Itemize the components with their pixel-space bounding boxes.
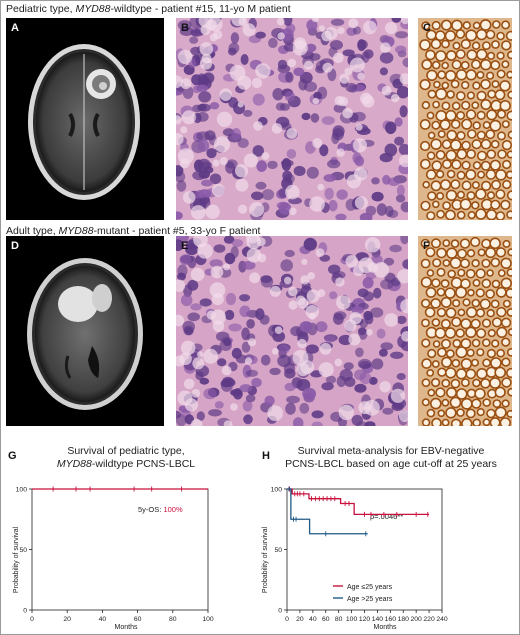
chart-h-legend: Age ≤25 years Age >25 years [333, 584, 393, 603]
chart-h-survival-meta: Survival meta-analysis for EBV-negative … [262, 445, 497, 631]
chart-h-plot-frame [286, 488, 443, 611]
chart-h-xtick-label: 60 [322, 616, 330, 623]
chart-h-xtick-label: 200 [410, 616, 422, 623]
chart-g-xtick-label: 20 [63, 616, 71, 623]
panel-f-label: F [423, 240, 430, 252]
chart-h-series-1-line [287, 488, 368, 535]
chart-g-ytick-label: 100 [16, 487, 28, 494]
chart-h-pvalue: p=.0046** [370, 512, 403, 521]
panel-c-label: C [423, 22, 431, 34]
chart-g-ytick-label: 0 [23, 608, 27, 615]
row2-title: Adult type, MYD88-mutant - patient #5, 3… [6, 225, 261, 237]
chart-h-xtick-label: 20 [296, 616, 304, 623]
chart-g-ylabel: Probability of survival [13, 526, 20, 593]
chart-h-xtick-label: 180 [398, 616, 410, 623]
chart-h-xtick-label: 140 [372, 616, 384, 623]
panel-d-label: D [11, 240, 19, 252]
panel-a-mri: A [6, 18, 164, 220]
panel-g-label: G [8, 450, 17, 462]
mri-brain-axial-a [28, 44, 140, 200]
panel-f-ihc-stain: F [418, 236, 512, 426]
panel-b-he-stain: B [176, 18, 408, 220]
panel-b-label: B [181, 22, 189, 34]
ihc-cells-f [418, 236, 512, 426]
chart-h-xtick-label: 220 [423, 616, 435, 623]
chart-h-xlabel: Months [374, 624, 397, 631]
panel-a-label: A [11, 22, 19, 34]
chart-g-title-line2: MYD88-wildtype PCNS-LBCL [57, 458, 195, 470]
panel-e-label: E [181, 240, 189, 252]
chart-g-survival-pediatric: Survival of pediatric type, MYD88-wildty… [13, 445, 214, 631]
chart-h-xtick-label: 100 [346, 616, 358, 623]
he-cells-e [176, 236, 408, 426]
chart-h-xtick-label: 240 [436, 616, 448, 623]
chart-g-xtick-label: 40 [99, 616, 107, 623]
legend-label-age-gt25: Age >25 years [347, 596, 393, 603]
chart-h-title-line2: PCNS-LBCL based on age cut-off at 25 yea… [285, 458, 497, 470]
chart-g-ytick-label: 50 [19, 547, 27, 554]
chart-h-xtick-label: 0 [285, 616, 289, 623]
chart-g-xlabel: Months [115, 624, 138, 631]
row1-title: Pediatric type, MYD88-wildtype - patient… [6, 3, 291, 15]
chart-h-xtick-label: 160 [385, 616, 397, 623]
panel-c-ihc-stain: C [418, 18, 512, 220]
chart-h-xtick-label: 40 [309, 616, 317, 623]
panel-e-he-stain: E [176, 236, 408, 426]
chart-g-xtick-label: 100 [202, 616, 214, 623]
he-cells-b [176, 18, 408, 220]
ihc-cells-c [418, 18, 512, 220]
chart-g-xtick-label: 60 [134, 616, 142, 623]
chart-h-ylabel: Probability of survival [262, 526, 269, 593]
chart-g-annotation: 5y-OS: 100% [138, 505, 183, 514]
chart-g-xtick-label: 0 [30, 616, 34, 623]
panel-d-mri: D [6, 236, 164, 426]
chart-h-xtick-label: 80 [335, 616, 343, 623]
mri-brain-axial-d [27, 258, 143, 410]
chart-h-series-0-line [287, 488, 430, 516]
chart-h-title-line1: Survival meta-analysis for EBV-negative [298, 445, 485, 457]
panel-h-label: H [262, 450, 270, 462]
chart-h-ytick-label: 50 [274, 547, 282, 554]
legend-label-age-le25: Age ≤25 years [347, 584, 393, 591]
chart-g-xtick-label: 80 [169, 616, 177, 623]
chart-h-xtick-label: 120 [359, 616, 371, 623]
chart-h-ytick-label: 0 [278, 608, 282, 615]
chart-h-ytick-label: 100 [271, 487, 283, 494]
chart-g-title-line1: Survival of pediatric type, [67, 445, 184, 457]
